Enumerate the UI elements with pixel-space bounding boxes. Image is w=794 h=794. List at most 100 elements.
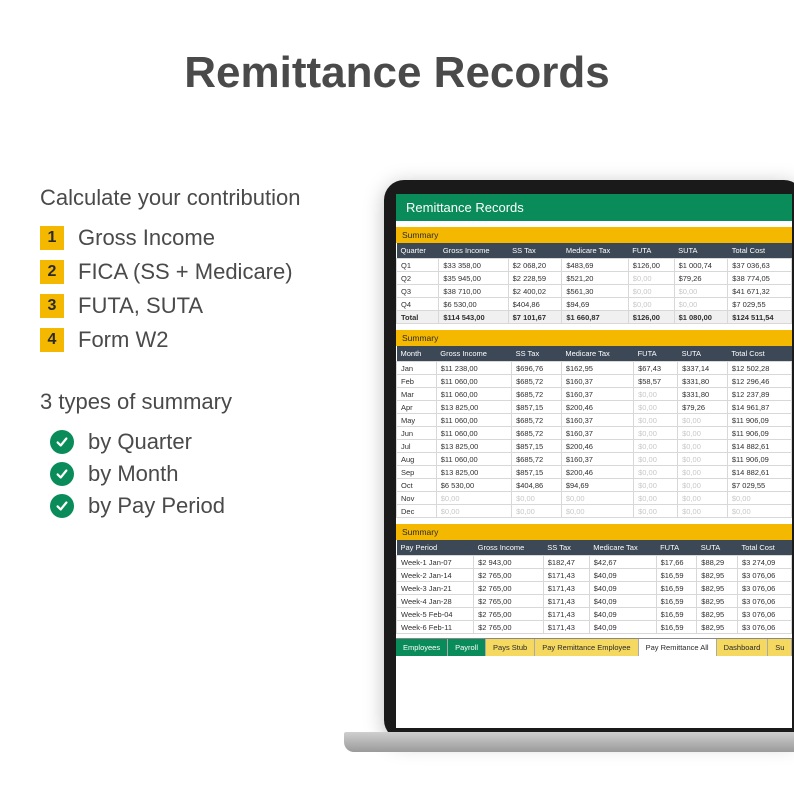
table-cell[interactable]: $171,43 [543, 621, 589, 634]
table-cell[interactable]: $13 825,00 [436, 440, 511, 453]
table-cell[interactable]: $0,00 [634, 414, 678, 427]
table-cell[interactable]: $521,20 [562, 272, 628, 285]
table-cell[interactable]: $3 274,09 [737, 556, 791, 569]
table-cell[interactable]: $0,00 [628, 285, 674, 298]
table-cell[interactable]: $2 765,00 [474, 569, 544, 582]
table-cell[interactable]: $16,59 [656, 608, 697, 621]
table-cell[interactable]: $6 530,00 [439, 298, 508, 311]
table-cell[interactable]: $0,00 [727, 492, 791, 505]
table-cell[interactable]: $0,00 [634, 401, 678, 414]
table-cell[interactable]: $79,26 [674, 272, 728, 285]
table-cell[interactable]: $0,00 [678, 505, 728, 518]
table-cell[interactable]: Jul [397, 440, 437, 453]
table-cell[interactable]: $37 036,63 [728, 259, 792, 272]
table-cell[interactable]: $79,26 [678, 401, 728, 414]
table-cell[interactable]: $2 765,00 [474, 621, 544, 634]
table-cell[interactable]: Oct [397, 479, 437, 492]
table-cell[interactable]: $0,00 [512, 505, 562, 518]
table-cell[interactable]: $0,00 [674, 298, 728, 311]
table-row[interactable]: Jun$11 060,00$685,72$160,37$0,00$0,00$11… [397, 427, 792, 440]
table-cell[interactable]: $67,43 [634, 362, 678, 375]
table-cell[interactable]: Week-3 Jan-21 [397, 582, 474, 595]
table-cell[interactable]: $160,37 [561, 414, 633, 427]
table-cell[interactable]: Q3 [397, 285, 439, 298]
table-cell[interactable]: $14 961,87 [727, 401, 791, 414]
table-cell[interactable]: $7 029,55 [727, 479, 791, 492]
table-cell[interactable]: $331,80 [678, 388, 728, 401]
table-cell[interactable]: $0,00 [436, 492, 511, 505]
table-cell[interactable]: $0,00 [634, 479, 678, 492]
table-row[interactable]: Dec$0,00$0,00$0,00$0,00$0,00$0,00 [397, 505, 792, 518]
table-cell[interactable]: $0,00 [634, 505, 678, 518]
table-cell[interactable]: $0,00 [678, 492, 728, 505]
table-row[interactable]: Q1$33 358,00$2 068,20$483,69$126,00$1 00… [397, 259, 792, 272]
table-cell[interactable]: $3 076,06 [737, 582, 791, 595]
table-cell[interactable]: Feb [397, 375, 437, 388]
table-cell[interactable]: Jun [397, 427, 437, 440]
table-cell[interactable]: $7 029,55 [728, 298, 792, 311]
table-row[interactable]: Nov$0,00$0,00$0,00$0,00$0,00$0,00 [397, 492, 792, 505]
table-cell[interactable]: $0,00 [634, 492, 678, 505]
table-cell[interactable]: $35 945,00 [439, 272, 508, 285]
table-row[interactable]: Apr$13 825,00$857,15$200,46$0,00$79,26$1… [397, 401, 792, 414]
table-cell[interactable]: $13 825,00 [436, 401, 511, 414]
table-cell[interactable]: $11 906,09 [727, 427, 791, 440]
table-cell[interactable]: $404,86 [508, 298, 562, 311]
table-cell[interactable]: $11 060,00 [436, 427, 511, 440]
table-cell[interactable]: $11 906,09 [727, 453, 791, 466]
sheet-tab[interactable]: Pay Remittance All [639, 639, 717, 656]
table-cell[interactable]: $2 068,20 [508, 259, 562, 272]
table-cell[interactable]: $3 076,06 [737, 595, 791, 608]
table-cell[interactable]: May [397, 414, 437, 427]
table-cell[interactable]: $162,95 [561, 362, 633, 375]
table-cell[interactable]: Week-6 Feb-11 [397, 621, 474, 634]
table-cell[interactable]: $0,00 [634, 466, 678, 479]
table-cell[interactable]: $16,59 [656, 621, 697, 634]
table-cell[interactable]: $685,72 [512, 427, 562, 440]
table-row[interactable]: Q3$38 710,00$2 400,02$561,30$0,00$0,00$4… [397, 285, 792, 298]
table-row[interactable]: Week-6 Feb-11$2 765,00$171,43$40,09$16,5… [397, 621, 792, 634]
table-cell[interactable]: $0,00 [678, 427, 728, 440]
table-cell[interactable]: $82,95 [697, 621, 738, 634]
table-cell[interactable]: $160,37 [561, 388, 633, 401]
table-cell[interactable]: $38 774,05 [728, 272, 792, 285]
table-cell[interactable]: $11 060,00 [436, 388, 511, 401]
table-cell[interactable]: $0,00 [561, 505, 633, 518]
table-cell[interactable]: $2 228,59 [508, 272, 562, 285]
sheet-tab[interactable]: Su [768, 639, 792, 656]
table-cell[interactable]: $16,59 [656, 595, 697, 608]
table-cell[interactable]: $685,72 [512, 375, 562, 388]
table-cell[interactable]: $0,00 [628, 272, 674, 285]
table-cell[interactable]: $0,00 [674, 285, 728, 298]
table-cell[interactable]: $14 882,61 [727, 440, 791, 453]
table-cell[interactable]: Mar [397, 388, 437, 401]
table-cell[interactable]: Apr [397, 401, 437, 414]
table-cell[interactable]: $41 671,32 [728, 285, 792, 298]
table-cell[interactable]: $88,29 [697, 556, 738, 569]
table-cell[interactable]: $14 882,61 [727, 466, 791, 479]
table-row[interactable]: Week-1 Jan-07$2 943,00$182,47$42,67$17,6… [397, 556, 792, 569]
table-cell[interactable]: $82,95 [697, 595, 738, 608]
table-cell[interactable]: Sep [397, 466, 437, 479]
table-cell[interactable]: $40,09 [589, 582, 656, 595]
table-cell[interactable]: $3 076,06 [737, 569, 791, 582]
table-cell[interactable]: $0,00 [634, 427, 678, 440]
table-cell[interactable]: Week-1 Jan-07 [397, 556, 474, 569]
table-cell[interactable]: $2 765,00 [474, 582, 544, 595]
table-cell[interactable]: $182,47 [543, 556, 589, 569]
table-cell[interactable]: $0,00 [634, 388, 678, 401]
table-cell[interactable]: Q4 [397, 298, 439, 311]
table-cell[interactable]: $561,30 [562, 285, 628, 298]
table-cell[interactable]: $685,72 [512, 453, 562, 466]
table-cell[interactable]: Dec [397, 505, 437, 518]
table-cell[interactable]: $11 238,00 [436, 362, 511, 375]
table-cell[interactable]: $40,09 [589, 621, 656, 634]
table-cell[interactable]: $11 060,00 [436, 453, 511, 466]
table-row[interactable]: Oct$6 530,00$404,86$94,69$0,00$0,00$7 02… [397, 479, 792, 492]
table-cell[interactable]: $3 076,06 [737, 621, 791, 634]
table-cell[interactable]: $11 060,00 [436, 375, 511, 388]
table-cell[interactable]: $0,00 [678, 440, 728, 453]
table-cell[interactable]: $40,09 [589, 608, 656, 621]
table-cell[interactable]: $16,59 [656, 569, 697, 582]
table-cell[interactable]: $331,80 [678, 375, 728, 388]
